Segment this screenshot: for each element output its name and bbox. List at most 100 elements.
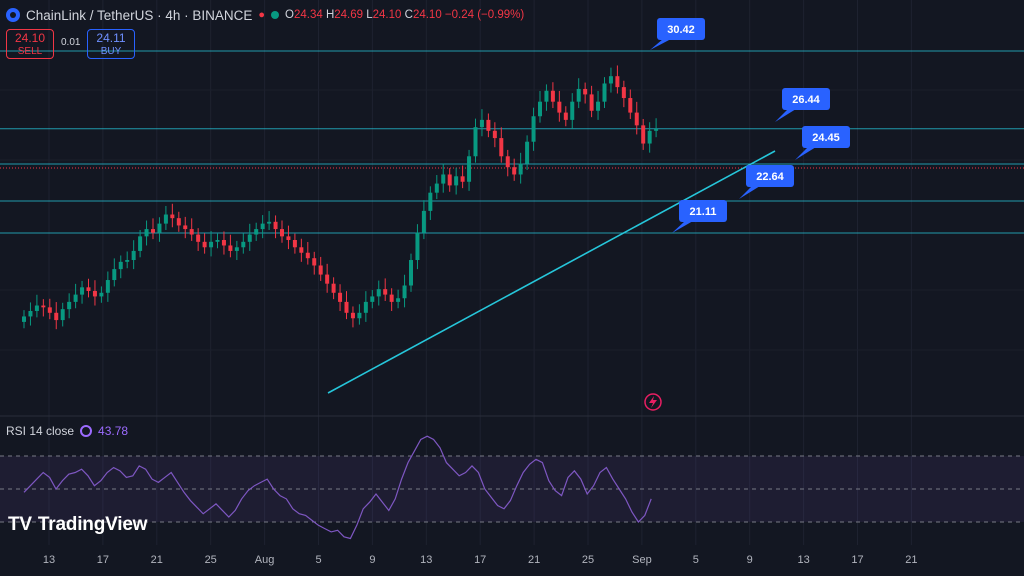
- candle: [402, 285, 407, 299]
- candle: [105, 280, 110, 293]
- candle: [505, 156, 510, 168]
- candle: [415, 232, 420, 261]
- x-tick-label: 17: [851, 554, 863, 566]
- callout-box: [657, 18, 705, 40]
- candle: [209, 241, 214, 248]
- x-tick-label: 9: [369, 554, 375, 566]
- callout-pointer: [795, 147, 816, 160]
- candle: [460, 176, 465, 182]
- x-tick-label: 21: [905, 554, 917, 566]
- candle: [473, 127, 478, 157]
- candle: [34, 305, 39, 311]
- callouts[interactable]: 30.42 26.44 24.45 22.64 21.11: [650, 18, 850, 233]
- candle: [221, 240, 226, 246]
- indicator-icon: [80, 425, 93, 437]
- candle: [202, 241, 207, 248]
- candle: [67, 301, 72, 310]
- grid: [0, 0, 1024, 545]
- candle: [563, 112, 568, 120]
- candle: [312, 258, 317, 266]
- callout-box: [802, 126, 850, 148]
- candle: [621, 87, 626, 99]
- candle: [228, 245, 233, 251]
- time-axis[interactable]: 13 17 21 25 Aug 5 9 13 17 21 25 Sep 5 9 13 17 21: [43, 554, 918, 566]
- candle: [550, 90, 555, 102]
- candle: [363, 301, 368, 313]
- x-tick-label: 21: [528, 554, 540, 566]
- horizontal-levels[interactable]: [0, 50, 1024, 234]
- x-tick-label: 17: [474, 554, 486, 566]
- candle: [260, 223, 265, 230]
- candle: [47, 307, 52, 313]
- candle: [409, 260, 413, 286]
- x-tick-label: 17: [97, 554, 109, 566]
- candle: [467, 156, 472, 182]
- candle: [421, 210, 426, 233]
- x-tick-label: 13: [43, 554, 55, 566]
- symbol-header[interactable]: ChainLink / TetherUS · 4h · BINANCE ● O2…: [6, 6, 524, 24]
- tradingview-logo-icon: TV: [8, 514, 32, 535]
- candle: [273, 221, 278, 230]
- x-tick-label: 25: [205, 554, 217, 566]
- candle: [325, 274, 330, 284]
- candle: [176, 218, 181, 226]
- candle: [647, 130, 652, 144]
- rsi-title: RSI 14 close: [6, 424, 75, 438]
- rsi-pane[interactable]: [0, 435, 1024, 540]
- candle: [525, 141, 530, 164]
- candle: [163, 214, 168, 224]
- callout-label: 24.45: [812, 132, 840, 144]
- buy-button[interactable]: 24.11 BUY: [87, 29, 135, 59]
- candle: [338, 292, 343, 302]
- currency-icon: ●: [258, 9, 265, 21]
- chainlink-logo-icon: [6, 8, 20, 22]
- candle: [589, 94, 594, 111]
- x-tick-label: 13: [797, 554, 809, 566]
- candle: [170, 214, 175, 219]
- x-tick-label: Aug: [255, 554, 275, 566]
- candle: [641, 125, 646, 144]
- candle: [389, 294, 394, 302]
- candle: [615, 76, 620, 88]
- x-tick-label: 5: [693, 554, 699, 566]
- candle: [22, 316, 26, 322]
- trendline[interactable]: [327, 150, 776, 394]
- candle: [41, 305, 46, 308]
- candle: [654, 128, 659, 131]
- candle: [531, 116, 536, 142]
- candle: [557, 101, 562, 113]
- callout-pointer: [650, 39, 671, 50]
- rsi-legend[interactable]: RSI 14 close 43.78: [6, 424, 128, 438]
- candle: [112, 269, 117, 281]
- candle: [131, 250, 136, 261]
- candle: [234, 247, 239, 251]
- candles[interactable]: [22, 65, 659, 330]
- sell-button[interactable]: 24.10 SELL: [6, 29, 54, 59]
- market-open-icon: [271, 11, 279, 19]
- symbol-title[interactable]: ChainLink / TetherUS · 4h · BINANCE: [26, 7, 253, 23]
- spread-value: 0.01: [61, 37, 81, 48]
- tradingview-watermark: TV TradingView: [8, 514, 148, 535]
- candle: [518, 163, 523, 175]
- callout-pointer: [672, 221, 693, 233]
- candle: [80, 287, 85, 295]
- candle: [602, 83, 607, 102]
- candle: [144, 229, 149, 237]
- candle: [544, 90, 549, 102]
- candle: [305, 252, 310, 259]
- candle: [383, 289, 388, 295]
- ohlc-values: O24.34 H24.69 L24.10 C24.10 −0.24 (−0.99…: [285, 9, 525, 21]
- candle: [499, 138, 504, 157]
- candle: [125, 260, 130, 262]
- candle: [299, 247, 304, 253]
- candle: [331, 283, 336, 293]
- candle: [280, 229, 284, 237]
- candle: [350, 312, 355, 319]
- candle: [138, 236, 143, 251]
- candle: [608, 76, 613, 84]
- alert-icon[interactable]: [644, 393, 662, 411]
- candle: [434, 183, 439, 193]
- candle: [151, 229, 155, 233]
